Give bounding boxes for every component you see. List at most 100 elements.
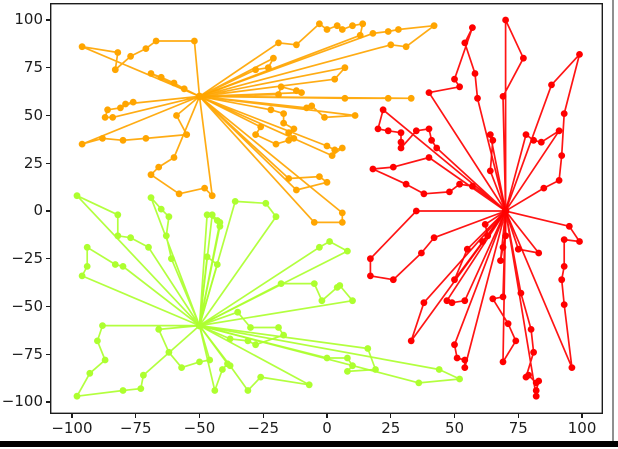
green-cluster-point [216, 219, 224, 226]
y-tick-mark [46, 114, 50, 117]
red-cluster-point [451, 75, 458, 83]
orange-cluster-point [99, 135, 106, 142]
green-cluster-point [226, 335, 234, 343]
y-tick-mark [46, 19, 50, 21]
orange-cluster-point [155, 163, 163, 171]
red-cluster-point [407, 337, 415, 345]
orange-cluster-route [198, 85, 303, 98]
window-right-border [612, 0, 614, 442]
orange-cluster-point [285, 136, 293, 144]
red-cluster-point [489, 136, 497, 144]
x-tick-mark [517, 414, 519, 418]
x-tick-mark [326, 414, 328, 418]
red-cluster-point [555, 127, 563, 135]
green-cluster-route [198, 324, 311, 392]
orange-cluster-point [170, 79, 178, 87]
x-tick-label: −100 [51, 419, 93, 437]
green-cluster-point [119, 387, 127, 394]
orange-cluster-point [257, 123, 265, 131]
orange-cluster-point [384, 94, 392, 102]
orange-cluster-point [333, 22, 341, 30]
green-cluster-point [415, 379, 423, 387]
red-cluster-point [548, 81, 555, 89]
red-cluster-point [540, 184, 548, 192]
red-cluster-point [443, 297, 451, 305]
y-tick-mark [46, 305, 50, 308]
green-cluster-point [280, 331, 287, 339]
green-cluster-point [344, 354, 351, 362]
orange-cluster-point [285, 129, 293, 137]
x-tick-label: 50 [445, 419, 465, 437]
green-cluster-point [206, 356, 214, 364]
orange-cluster-point [351, 112, 359, 119]
orange-cluster-point [293, 41, 300, 49]
green-cluster-route [76, 324, 201, 398]
red-cluster-point [565, 222, 573, 230]
orange-cluster-point [142, 135, 150, 142]
y-tick-mark [46, 210, 50, 212]
red-cluster-point [374, 125, 382, 133]
green-cluster-route [198, 282, 354, 327]
red-cluster-point [461, 356, 469, 364]
orange-cluster-point [402, 43, 410, 51]
x-tick-label: −50 [183, 419, 216, 437]
red-cluster-point [525, 371, 532, 379]
red-cluster-point [420, 190, 428, 198]
red-cluster-point [384, 127, 392, 135]
green-cluster-point [165, 348, 173, 356]
red-cluster-point [389, 163, 397, 171]
red-cluster-point [489, 295, 497, 303]
red-cluster-point [512, 337, 520, 345]
green-cluster-point [326, 238, 333, 245]
green-cluster-point [99, 322, 106, 329]
orange-cluster-point [252, 66, 259, 74]
red-cluster-point [451, 341, 458, 349]
x-tick-label: −25 [247, 419, 280, 437]
orange-cluster-route [198, 95, 356, 119]
red-cluster-point [484, 232, 492, 240]
green-cluster-point [305, 381, 313, 389]
orange-cluster-point [331, 75, 339, 83]
green-cluster-point [219, 366, 226, 373]
x-tick-mark [390, 414, 392, 418]
green-cluster-point [252, 341, 259, 349]
green-cluster-point [456, 375, 463, 383]
red-cluster-point [379, 106, 387, 114]
red-cluster-point [463, 245, 471, 253]
green-cluster-point [83, 243, 91, 251]
axes-spines [50, 3, 603, 414]
orange-cluster-point [384, 28, 392, 35]
orange-cluster-point [331, 146, 339, 154]
red-cluster-point [499, 293, 507, 301]
green-cluster-point [137, 385, 145, 392]
green-cluster-point [86, 369, 94, 377]
red-cluster-point [520, 54, 527, 62]
orange-cluster-point [349, 22, 356, 30]
green-cluster-route [81, 246, 201, 327]
red-cluster-point [397, 138, 405, 146]
green-cluster-point [316, 243, 323, 251]
orange-cluster-point [298, 89, 305, 96]
red-cluster-point [469, 24, 476, 31]
green-cluster-hub [195, 321, 204, 330]
orange-cluster-point [341, 64, 349, 72]
y-tick-label: 75 [23, 58, 43, 77]
green-cluster-point [231, 198, 239, 205]
orange-cluster-point [111, 66, 119, 74]
green-cluster-point [349, 362, 356, 370]
green-cluster-point [119, 263, 127, 270]
orange-cluster-point [78, 43, 86, 51]
orange-cluster-route [198, 95, 328, 191]
green-cluster-point [226, 362, 234, 370]
green-cluster-point [162, 232, 170, 240]
red-cluster-point [446, 188, 453, 196]
red-cluster-point [461, 364, 469, 371]
red-cluster-route [504, 210, 540, 398]
green-cluster-point [168, 255, 175, 263]
red-cluster-point [420, 299, 428, 307]
green-cluster-point [196, 358, 203, 366]
green-cluster-point [277, 280, 285, 287]
orange-cluster-point [170, 154, 178, 161]
red-cluster-route [372, 156, 507, 212]
